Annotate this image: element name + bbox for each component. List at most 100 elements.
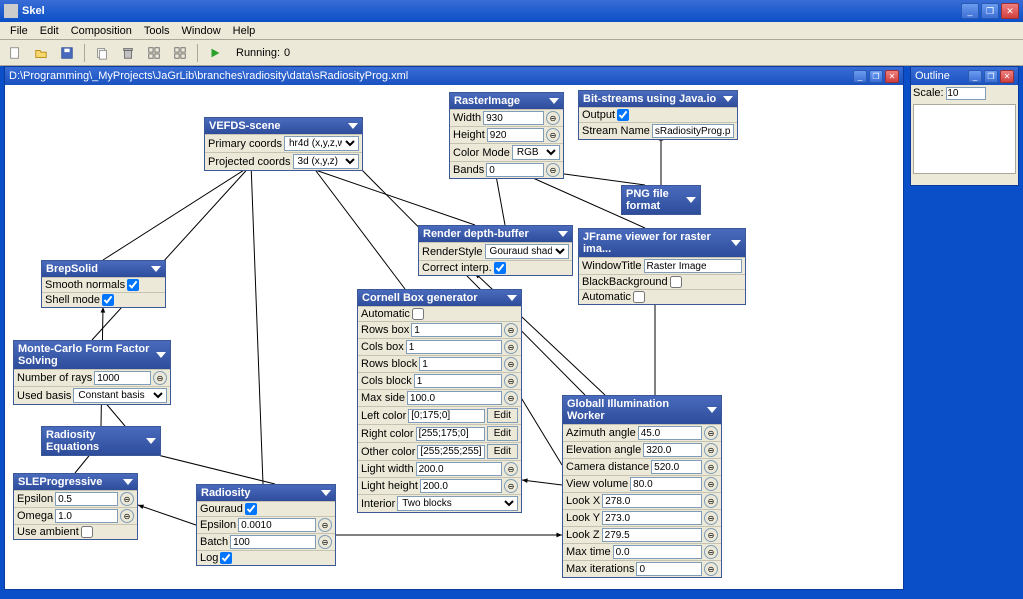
cornell-left-color-edit-button[interactable]: Edit	[487, 408, 518, 423]
tool-delete[interactable]	[117, 42, 139, 64]
cornell-rows-box-input[interactable]	[411, 323, 502, 337]
raster-spin-0[interactable]: ⊖	[546, 111, 560, 125]
cornell-other-color-input[interactable]	[417, 445, 484, 459]
glob-spin-4[interactable]: ⊖	[704, 494, 718, 508]
node-vefds[interactable]: VEFDS-scenePrimary coordshr4d (x,y,z,w)P…	[204, 117, 363, 171]
glob-look-x-input[interactable]	[602, 494, 702, 508]
node-montecarlo-collapse-icon[interactable]	[156, 352, 166, 358]
slep-epsilon-input[interactable]	[55, 492, 118, 506]
tool-grid1[interactable]	[143, 42, 165, 64]
glob-spin-6[interactable]: ⊖	[704, 528, 718, 542]
cornell-other-color-edit-button[interactable]: Edit	[487, 444, 518, 459]
outline-maximize[interactable]: ❐	[984, 70, 998, 83]
node-jframe-collapse-icon[interactable]	[731, 240, 741, 246]
menu-composition[interactable]: Composition	[65, 23, 138, 39]
node-bitstreams[interactable]: Bit-streams using Java.ioOutputStream Na…	[578, 90, 738, 140]
node-jframe[interactable]: JFrame viewer for raster ima...WindowTit…	[578, 228, 746, 305]
node-renderdepth-collapse-icon[interactable]	[558, 231, 568, 237]
radiosity-log-checkbox[interactable]	[220, 552, 232, 564]
slep-spin-1[interactable]: ⊖	[120, 509, 134, 523]
radiosity-epsilon-input[interactable]	[238, 518, 316, 532]
cornell-spin-4[interactable]: ⊖	[504, 374, 518, 388]
glob-spin-3[interactable]: ⊖	[704, 477, 718, 491]
cornell-spin-9[interactable]: ⊖	[504, 462, 518, 476]
tool-new[interactable]	[4, 42, 26, 64]
glob-view-volume-input[interactable]	[630, 477, 702, 491]
cornell-spin-1[interactable]: ⊖	[504, 323, 518, 337]
node-radiosity-collapse-icon[interactable]	[321, 490, 331, 496]
glob-camera-distance-input[interactable]	[651, 460, 702, 474]
node-raster[interactable]: RasterImageWidth⊖Height⊖Color ModeRGBBan…	[449, 92, 564, 179]
minimize-button[interactable]: _	[961, 3, 979, 19]
tool-copy[interactable]	[91, 42, 113, 64]
raster-spin-3[interactable]: ⊖	[546, 163, 560, 177]
radiosity-spin-1[interactable]: ⊖	[318, 518, 332, 532]
tool-save[interactable]	[56, 42, 78, 64]
cornell-right-color-input[interactable]	[416, 427, 485, 441]
radiosity-gouraud-checkbox[interactable]	[245, 503, 257, 515]
slep-use-ambient-checkbox[interactable]	[81, 526, 93, 538]
outline-scale-input[interactable]	[946, 87, 986, 100]
raster-color-mode-select[interactable]: RGB	[512, 145, 560, 160]
cornell-rows-block-input[interactable]	[419, 357, 502, 371]
cornell-light-height-input[interactable]	[420, 479, 502, 493]
outline-close[interactable]: ✕	[1000, 70, 1014, 83]
node-renderdepth[interactable]: Render depth-bufferRenderStyleGouraud sh…	[418, 225, 573, 276]
node-radiosity[interactable]: RadiosityGouraudEpsilon⊖Batch⊖Log	[196, 484, 336, 566]
node-radiosityeq[interactable]: Radiosity Equations	[41, 426, 161, 456]
node-raster-collapse-icon[interactable]	[549, 98, 559, 104]
node-brep-collapse-icon[interactable]	[151, 266, 161, 272]
renderdepth-correct-interp--checkbox[interactable]	[494, 262, 506, 274]
cornell-right-color-edit-button[interactable]: Edit	[487, 426, 518, 441]
montecarlo-used-basis-select[interactable]: Constant basis	[73, 388, 167, 403]
bitstreams-output-checkbox[interactable]	[617, 109, 629, 121]
radiosity-spin-2[interactable]: ⊖	[318, 535, 332, 549]
cornell-max-side-input[interactable]	[407, 391, 502, 405]
tool-run[interactable]	[204, 42, 226, 64]
glob-look-z-input[interactable]	[602, 528, 702, 542]
menu-window[interactable]: Window	[176, 23, 227, 39]
node-slep-collapse-icon[interactable]	[123, 479, 133, 485]
vefds-primary-coords-select[interactable]: hr4d (x,y,z,w)	[284, 136, 359, 151]
montecarlo-spin-0[interactable]: ⊖	[153, 371, 167, 385]
glob-spin-1[interactable]: ⊖	[704, 443, 718, 457]
jframe-blackbackground-checkbox[interactable]	[670, 276, 682, 288]
cornell-left-color-input[interactable]	[408, 409, 485, 423]
cornell-spin-3[interactable]: ⊖	[504, 357, 518, 371]
maximize-button[interactable]: ❐	[981, 3, 999, 19]
tool-open[interactable]	[30, 42, 52, 64]
brep-smooth-normals-checkbox[interactable]	[127, 279, 139, 291]
glob-look-y-input[interactable]	[602, 511, 702, 525]
node-glob[interactable]: Globall Illumination WorkerAzimuth angle…	[562, 395, 722, 578]
node-vefds-collapse-icon[interactable]	[348, 123, 358, 129]
outline-preview[interactable]	[913, 104, 1016, 174]
node-bitstreams-collapse-icon[interactable]	[723, 96, 733, 102]
node-png[interactable]: PNG file format	[621, 185, 701, 215]
cornell-cols-box-input[interactable]	[406, 340, 502, 354]
glob-spin-0[interactable]: ⊖	[704, 426, 718, 440]
glob-max-iterations-input[interactable]	[636, 562, 702, 576]
node-png-collapse-icon[interactable]	[686, 197, 696, 203]
raster-height-input[interactable]	[487, 128, 544, 142]
cornell-light-width-input[interactable]	[416, 462, 502, 476]
node-canvas[interactable]: VEFDS-scenePrimary coordshr4d (x,y,z,w)P…	[5, 85, 903, 589]
menu-help[interactable]: Help	[227, 23, 262, 39]
node-radiosityeq-collapse-icon[interactable]	[146, 438, 156, 444]
jframe-windowtitle-input[interactable]	[644, 259, 743, 273]
renderdepth-renderstyle-select[interactable]: Gouraud shading	[485, 244, 569, 259]
raster-width-input[interactable]	[483, 111, 544, 125]
tool-grid2[interactable]	[169, 42, 191, 64]
brep-shell-mode-checkbox[interactable]	[102, 294, 114, 306]
cornell-interior-select[interactable]: Two blocks	[397, 496, 518, 511]
glob-elevation-angle-input[interactable]	[643, 443, 702, 457]
cornell-spin-5[interactable]: ⊖	[504, 391, 518, 405]
mainwin-minimize[interactable]: _	[853, 70, 867, 83]
cornell-spin-2[interactable]: ⊖	[504, 340, 518, 354]
glob-spin-5[interactable]: ⊖	[704, 511, 718, 525]
raster-spin-1[interactable]: ⊖	[546, 128, 560, 142]
glob-spin-2[interactable]: ⊖	[704, 460, 718, 474]
node-montecarlo[interactable]: Monte-Carlo Form Factor SolvingNumber of…	[13, 340, 171, 405]
radiosity-batch-input[interactable]	[230, 535, 316, 549]
node-slep[interactable]: SLEProgressiveEpsilon⊖Omega⊖Use ambient	[13, 473, 138, 540]
cornell-automatic-checkbox[interactable]	[412, 308, 424, 320]
